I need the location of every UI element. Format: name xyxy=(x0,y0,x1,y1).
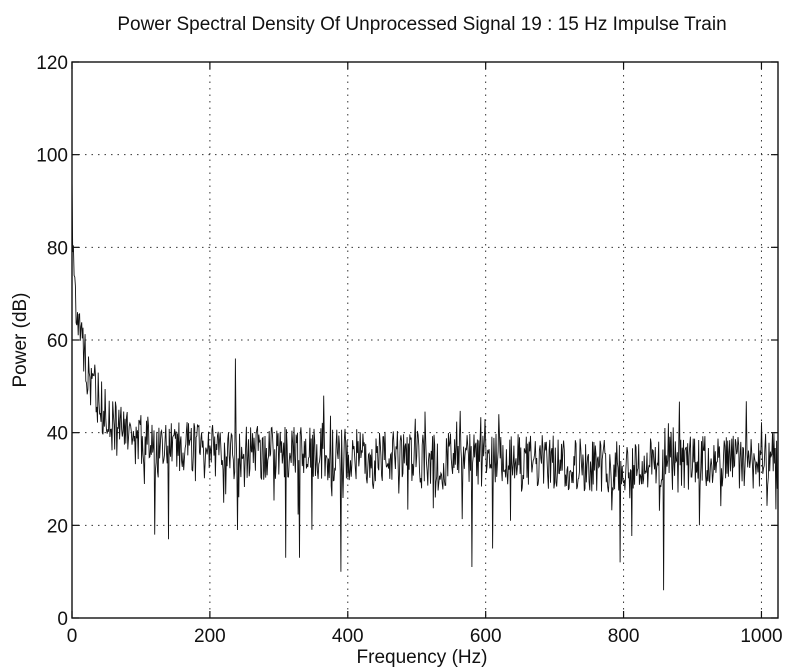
y-tick-label: 120 xyxy=(36,53,68,74)
x-tick-label: 1000 xyxy=(740,626,782,647)
x-tick-label: 200 xyxy=(194,626,226,647)
y-tick-label: 40 xyxy=(47,424,68,445)
axis-ticks: 0 20 40 60 80 100 120 0 200 400 600 800 1000 xyxy=(36,53,782,647)
x-tick-label: 400 xyxy=(332,626,364,647)
x-tick-label: 800 xyxy=(608,626,640,647)
y-tick-label: 100 xyxy=(36,146,68,167)
plot-frame xyxy=(71,61,779,619)
chart-title: Power Spectral Density Of Unprocessed Si… xyxy=(117,14,726,35)
grid-lines xyxy=(72,62,778,618)
y-tick-label: 20 xyxy=(47,516,68,537)
y-tick-label: 80 xyxy=(47,238,68,259)
x-tick-label: 0 xyxy=(67,626,78,647)
data-series xyxy=(71,177,779,591)
y-tick-label: 60 xyxy=(47,331,68,352)
x-tick-label: 600 xyxy=(470,626,502,647)
psd-series-line xyxy=(71,177,779,591)
y-tick-label: 0 xyxy=(57,609,68,630)
y-axis-label: Power (dB) xyxy=(10,292,31,387)
x-axis-label: Frequency (Hz) xyxy=(357,647,488,668)
